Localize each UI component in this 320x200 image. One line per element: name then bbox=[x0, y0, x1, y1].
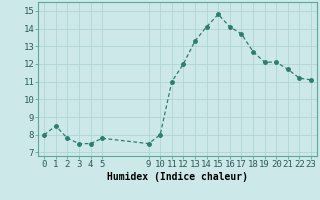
X-axis label: Humidex (Indice chaleur): Humidex (Indice chaleur) bbox=[107, 172, 248, 182]
